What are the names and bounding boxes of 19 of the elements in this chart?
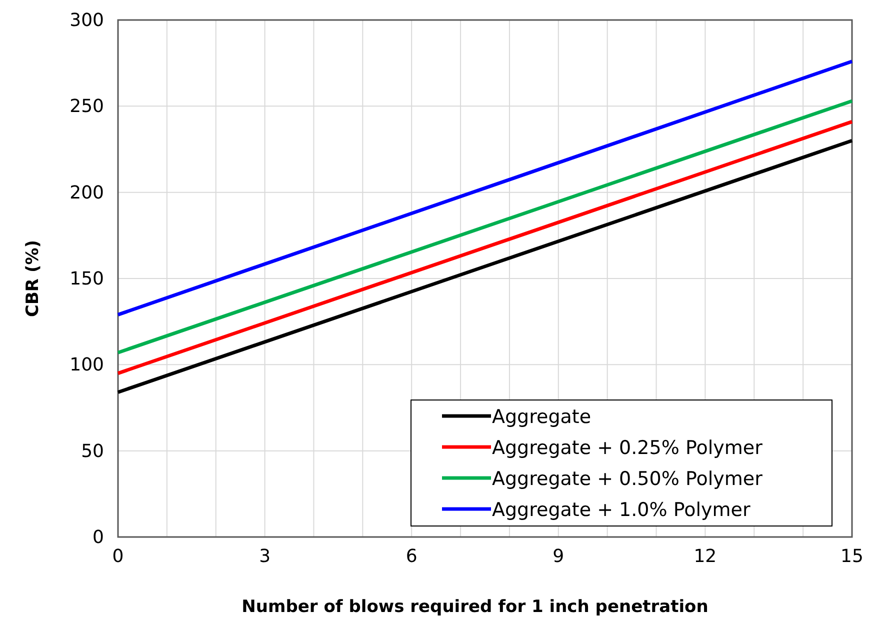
x-axis-title: Number of blows required for 1 inch penetration bbox=[242, 597, 708, 617]
legend-label: Aggregate bbox=[492, 406, 592, 428]
x-tick-label: 6 bbox=[406, 546, 418, 567]
x-tick-label: 15 bbox=[840, 546, 864, 567]
x-tick-label: 12 bbox=[694, 546, 717, 567]
legend-label: Aggregate + 1.0% Polymer bbox=[492, 499, 750, 521]
y-axis-title: CBR (%) bbox=[23, 240, 43, 318]
y-tick-label: 100 bbox=[70, 354, 104, 376]
x-tick-label: 3 bbox=[259, 546, 271, 567]
y-tick-label: 250 bbox=[70, 96, 104, 118]
y-tick-label: 50 bbox=[81, 440, 104, 462]
legend-label: Aggregate + 0.50% Polymer bbox=[492, 468, 763, 490]
legend-label: Aggregate + 0.25% Polymer bbox=[492, 437, 763, 459]
y-tick-label: 200 bbox=[70, 182, 104, 204]
y-tick-label: 300 bbox=[70, 10, 104, 31]
x-tick-label: 0 bbox=[112, 546, 124, 567]
y-tick-label: 150 bbox=[70, 268, 104, 290]
x-tick-label: 9 bbox=[552, 546, 564, 567]
y-tick-label: 0 bbox=[92, 527, 104, 548]
